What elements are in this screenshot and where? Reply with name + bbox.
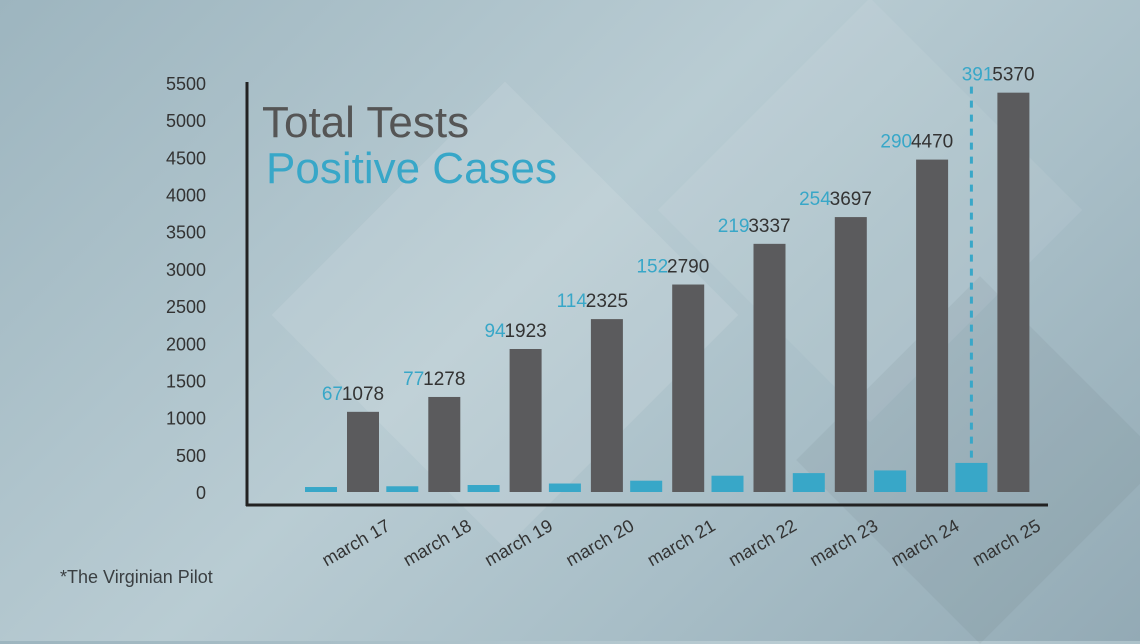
- x-tick-label: march 24: [888, 515, 963, 570]
- positive-cases-value-label: 254: [799, 189, 831, 210]
- total-tests-value-label: 1278: [423, 369, 465, 390]
- positive-cases-bar: [955, 462, 988, 492]
- x-tick-label: march 22: [725, 515, 800, 570]
- positive-cases-bar: [792, 473, 825, 492]
- total-tests-value-label: 2325: [586, 291, 628, 312]
- legend-total-tests: Total Tests: [262, 98, 469, 147]
- total-tests-bar: [753, 243, 786, 492]
- x-tick-label: march 18: [400, 515, 475, 570]
- x-tick-label: march 20: [562, 515, 637, 570]
- total-tests-value-label: 5370: [992, 65, 1034, 86]
- y-tick-label: 5000: [166, 111, 206, 131]
- positive-cases-bar: [548, 483, 581, 492]
- total-tests-value-label: 3337: [748, 216, 790, 237]
- total-tests-bar: [834, 217, 867, 492]
- total-tests-bar: [590, 319, 623, 492]
- total-tests-bar: [916, 159, 949, 492]
- y-tick-label: 3500: [166, 223, 206, 243]
- total-tests-value-label: 3697: [830, 189, 872, 210]
- y-tick-label: 1500: [166, 371, 206, 391]
- total-tests-bar: [428, 396, 461, 492]
- positive-cases-bar: [630, 480, 663, 492]
- positive-cases-value-label: 67: [322, 384, 343, 405]
- positive-cases-bar: [467, 485, 500, 492]
- positive-cases-value-label: 152: [636, 257, 668, 278]
- total-tests-bar: [347, 411, 379, 492]
- positive-cases-bar: [874, 470, 907, 492]
- y-tick-label: 4500: [166, 148, 206, 168]
- total-tests-bar: [509, 348, 542, 492]
- positive-cases-value-label: 290: [880, 132, 912, 153]
- positive-cases-value-label: 219: [718, 216, 750, 237]
- total-tests-value-label: 1923: [504, 321, 546, 342]
- positive-cases-value-label: 391: [962, 65, 994, 86]
- y-tick-label: 5500: [166, 74, 206, 94]
- y-tick-label: 2500: [166, 297, 206, 317]
- y-tick-label: 3000: [166, 260, 206, 280]
- x-tick-label: march 21: [644, 515, 719, 570]
- total-tests-value-label: 4470: [911, 132, 953, 153]
- x-tick-label: march 19: [481, 515, 556, 570]
- total-tests-value-label: 1078: [342, 384, 384, 405]
- positive-cases-value-label: 114: [557, 291, 588, 312]
- total-tests-value-label: 2790: [667, 257, 709, 278]
- positive-cases-bar: [386, 486, 419, 492]
- y-tick-label: 4000: [166, 186, 206, 206]
- positive-cases-bar: [305, 487, 337, 492]
- legend-positive-cases: Positive Cases: [266, 144, 557, 193]
- y-tick-label: 2000: [166, 334, 206, 354]
- positive-cases-value-label: 94: [484, 321, 506, 342]
- y-tick-label: 1000: [166, 409, 206, 429]
- positive-cases-value-label: 77: [403, 369, 424, 390]
- total-tests-bar: [997, 92, 1030, 493]
- y-tick-label: 0: [196, 483, 206, 503]
- total-tests-bar: [672, 284, 705, 492]
- x-tick-label: march 23: [806, 515, 881, 570]
- x-tick-label: march 25: [969, 515, 1044, 570]
- positive-cases-bar: [711, 475, 744, 492]
- x-tick-label: march 17: [319, 515, 394, 570]
- y-tick-label: 500: [176, 446, 206, 466]
- source-note: *The Virginian Pilot: [60, 567, 213, 587]
